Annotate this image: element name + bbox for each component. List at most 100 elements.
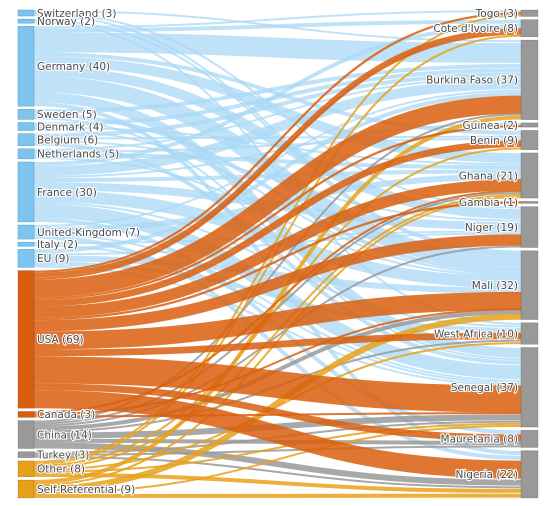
- link-other-to-togo: [33, 14, 522, 463]
- source-node-france[interactable]: [17, 161, 35, 223]
- link-canada-to-mali: [33, 308, 522, 416]
- source-node-italy[interactable]: [17, 241, 35, 247]
- link-usa-to-mauretania: [33, 383, 522, 442]
- link-usa-to-benin: [33, 140, 522, 307]
- target-node-burkina[interactable]: [520, 39, 539, 120]
- link-france-to-burkina: [33, 79, 522, 177]
- nodes: [17, 9, 539, 499]
- source-node-selfref[interactable]: [17, 479, 35, 499]
- source-label-norway: Norway (2): [37, 16, 95, 28]
- link-usa-to-cotedivoire: [33, 32, 522, 280]
- node-labels: Switzerland (3)Norway (2) Germany (40) Swe…: [35, 7, 519, 497]
- target-label-gambia: Gambia (1): [459, 197, 518, 209]
- link-usa-to-ghana: [33, 179, 522, 318]
- target-node-westafrica[interactable]: [520, 322, 539, 345]
- target-label-guinea: Guinea (2): [463, 120, 518, 132]
- link-selfref-to-mali: [33, 313, 522, 493]
- target-label-burkina: Burkina Faso (37): [426, 75, 518, 87]
- source-node-turkey[interactable]: [17, 451, 35, 458]
- source-node-norway[interactable]: [17, 18, 35, 24]
- target-node-mali[interactable]: [520, 250, 539, 320]
- source-node-eu[interactable]: [17, 249, 35, 268]
- link-usa-to-togo: [33, 12, 522, 273]
- source-label-china: China (14): [37, 429, 92, 441]
- target-node-togo[interactable]: [520, 9, 539, 17]
- source-label-usa: USA (69): [37, 334, 84, 346]
- source-node-canada[interactable]: [17, 411, 35, 418]
- link-usa-to-nigeria: [33, 390, 522, 479]
- link-belgium-to-niger: [33, 139, 522, 222]
- source-node-denmark[interactable]: [17, 122, 35, 131]
- target-label-mauretania: Mauretania (8): [441, 434, 518, 446]
- source-node-other[interactable]: [17, 460, 35, 478]
- target-node-nigeria[interactable]: [520, 450, 539, 499]
- source-node-switzerland[interactable]: [17, 9, 35, 17]
- link-netherlands-to-burkina: [33, 76, 522, 151]
- link-eu-to-burkina: [33, 91, 522, 254]
- link-canada-to-ghana: [33, 189, 522, 414]
- target-node-senegal[interactable]: [520, 347, 539, 428]
- source-node-china[interactable]: [17, 420, 35, 449]
- target-label-nigeria: Nigeria (22): [456, 469, 518, 481]
- target-label-cotedivoire: Cote d'Ivoire (8): [433, 23, 518, 35]
- link-germany-to-togo: [33, 10, 522, 29]
- link-usa-to-westafrica: [33, 332, 522, 357]
- source-label-belgium: Belgium (6): [37, 134, 98, 146]
- link-france-to-ghana: [33, 169, 522, 182]
- link-other-to-nigeria: [33, 472, 522, 493]
- source-label-selfref: Self-Referential (9): [37, 484, 135, 496]
- source-node-netherlands[interactable]: [17, 148, 35, 160]
- target-node-niger[interactable]: [520, 206, 539, 248]
- source-label-netherlands: Netherlands (5): [37, 149, 119, 161]
- link-other-to-ghana: [33, 194, 522, 469]
- link-usa-to-gambia: [33, 201, 522, 321]
- source-label-canada: Canada (3): [37, 409, 95, 421]
- source-node-uk[interactable]: [17, 224, 35, 240]
- link-turkey-to-nigeria: [33, 455, 522, 489]
- link-china-to-mali: [33, 310, 522, 431]
- link-netherlands-to-benin: [33, 137, 522, 153]
- link-usa-to-burkina: [33, 95, 522, 298]
- link-germany-to-burkina: [33, 32, 522, 63]
- target-node-benin[interactable]: [520, 130, 539, 151]
- target-label-niger: Niger (19): [465, 222, 518, 234]
- target-label-togo: Togo (3): [475, 8, 518, 20]
- source-label-germany: Germany (40): [37, 61, 110, 73]
- link-usa-to-senegal: [33, 356, 522, 413]
- source-node-sweden[interactable]: [17, 109, 35, 120]
- source-node-usa[interactable]: [17, 270, 35, 409]
- target-node-cotedivoire[interactable]: [520, 19, 539, 38]
- link-selfref-to-senegal: [33, 424, 522, 495]
- target-node-mauretania[interactable]: [520, 429, 539, 448]
- target-node-guinea[interactable]: [520, 122, 539, 128]
- link-china-to-nigeria: [33, 442, 522, 486]
- link-selfref-to-burkina: [33, 115, 522, 485]
- source-label-switzerland: Switzerland (3): [37, 8, 116, 20]
- target-label-westafrica: West Africa (10): [434, 328, 518, 340]
- link-usa-to-niger: [33, 234, 522, 332]
- source-node-belgium[interactable]: [17, 133, 35, 146]
- link-france-to-senegal: [33, 203, 522, 380]
- source-label-uk: United-Kingdom (7): [37, 227, 140, 239]
- link-usa-to-cotedivoire: [33, 28, 522, 278]
- source-label-other: Other (8): [37, 464, 85, 476]
- link-usa-to-mali: [33, 291, 522, 350]
- target-label-senegal: Senegal (37): [451, 382, 518, 394]
- link-uk-to-burkina: [33, 89, 522, 228]
- source-label-turkey: Turkey (3): [36, 450, 89, 462]
- link-other-to-benin: [33, 147, 522, 467]
- source-label-italy: Italy (2): [37, 239, 78, 251]
- source-label-eu: EU (9): [37, 253, 70, 265]
- link-belgium-to-burkina: [33, 72, 522, 138]
- link-canada-to-senegal: [33, 412, 522, 418]
- flow-links: [33, 10, 522, 498]
- target-label-ghana: Ghana (21): [459, 170, 518, 182]
- source-label-denmark: Denmark (4): [37, 121, 103, 133]
- target-label-mali: Mali (32): [472, 280, 518, 292]
- link-sweden-to-burkina: [33, 63, 522, 114]
- source-node-germany[interactable]: [17, 26, 35, 107]
- target-node-gambia[interactable]: [520, 200, 539, 204]
- source-label-france: France (30): [37, 187, 97, 199]
- target-node-ghana[interactable]: [520, 152, 539, 199]
